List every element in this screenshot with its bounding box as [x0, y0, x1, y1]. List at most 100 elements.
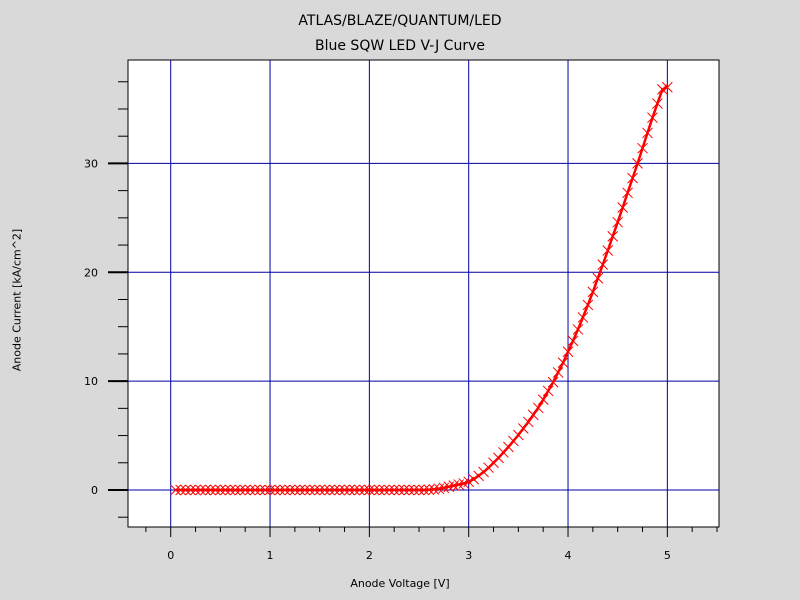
x-tick-label: 2	[366, 549, 373, 562]
data-point	[632, 158, 643, 169]
series-line	[175, 86, 668, 492]
data-point	[423, 484, 435, 496]
data-point	[602, 245, 614, 256]
data-point	[513, 429, 524, 441]
data-point	[577, 312, 589, 323]
marker-group	[170, 81, 673, 496]
data-point	[190, 484, 201, 496]
data-point	[249, 484, 261, 496]
data-point	[517, 423, 529, 434]
data-point	[195, 484, 206, 496]
data-point	[527, 409, 539, 421]
data-point	[329, 484, 340, 496]
data-point	[354, 484, 365, 496]
data-point	[468, 473, 480, 485]
data-point	[289, 484, 301, 496]
x-tick-label: 3	[465, 549, 472, 562]
data-point	[592, 272, 604, 284]
data-point	[309, 484, 321, 496]
data-point	[473, 470, 484, 482]
data-point	[269, 484, 281, 496]
data-point	[547, 376, 559, 388]
data-point	[428, 483, 440, 495]
data-point	[324, 484, 335, 496]
y-tick-label: 20	[84, 266, 98, 279]
data-point	[388, 484, 400, 496]
data-point	[637, 142, 648, 154]
data-point	[215, 484, 226, 496]
data-point	[557, 357, 569, 368]
chart-title: ATLAS/BLAZE/QUANTUM/LED	[298, 13, 502, 29]
data-point	[647, 112, 658, 124]
tick-labels: 0 1 2 3 4 5 0 10 20 30	[84, 157, 671, 562]
data-point	[170, 484, 182, 496]
data-point	[463, 476, 475, 488]
data-point	[373, 484, 385, 496]
data-point	[642, 127, 653, 139]
plot-area	[127, 59, 720, 528]
data-point	[239, 484, 251, 496]
y-tick-label: 30	[84, 157, 98, 170]
data-point	[344, 484, 355, 496]
data-point	[617, 202, 629, 213]
data-point	[433, 483, 445, 495]
data-point	[661, 81, 673, 93]
data-point	[175, 484, 186, 496]
data-point	[368, 484, 380, 496]
data-point	[627, 172, 638, 184]
data-point	[244, 484, 256, 496]
data-point	[552, 367, 564, 378]
data-point	[393, 484, 405, 496]
data-point	[294, 484, 306, 496]
data-point	[180, 484, 191, 496]
data-point	[205, 484, 216, 496]
data-point	[537, 394, 549, 405]
data-point	[622, 187, 633, 199]
data-point	[652, 98, 663, 109]
data-point	[567, 335, 579, 347]
data-point	[398, 484, 410, 496]
data-point	[403, 484, 415, 496]
data-point	[224, 484, 236, 496]
data-point	[597, 259, 609, 271]
data-point	[304, 484, 316, 496]
data-point	[607, 230, 619, 242]
data-point	[587, 286, 599, 298]
data-point	[185, 484, 196, 496]
data-point	[508, 435, 519, 447]
data-point	[378, 484, 390, 496]
data-point	[334, 484, 345, 496]
y-axis-label: Anode Current [kA/cm^2]	[10, 228, 24, 372]
data-point	[612, 216, 624, 228]
data-point	[299, 484, 311, 496]
data-point	[359, 484, 370, 496]
data-point	[274, 484, 286, 496]
data-point	[339, 484, 350, 496]
x-tick-label: 5	[664, 549, 671, 562]
y-tick-label: 0	[91, 484, 98, 497]
y-tick-label: 10	[84, 375, 98, 388]
data-point	[572, 324, 584, 335]
data-point	[279, 484, 291, 496]
data-point	[314, 484, 326, 496]
data-point	[364, 484, 375, 496]
series-group	[175, 86, 668, 492]
data-point	[503, 441, 514, 453]
data-point	[219, 484, 231, 496]
data-point	[383, 484, 395, 496]
axis-ticks	[108, 81, 718, 537]
data-point	[413, 484, 425, 496]
data-point	[522, 416, 534, 428]
data-point	[319, 484, 331, 496]
data-point	[210, 484, 221, 496]
data-point	[234, 484, 246, 496]
data-point	[284, 484, 296, 496]
data-point	[259, 484, 271, 496]
data-point	[264, 484, 276, 496]
data-point	[254, 484, 266, 496]
data-point	[582, 299, 594, 311]
chart-subtitle: Blue SQW LED V-J Curve	[315, 38, 485, 54]
x-tick-label: 1	[267, 549, 274, 562]
data-point	[532, 402, 544, 414]
data-point	[229, 484, 241, 496]
